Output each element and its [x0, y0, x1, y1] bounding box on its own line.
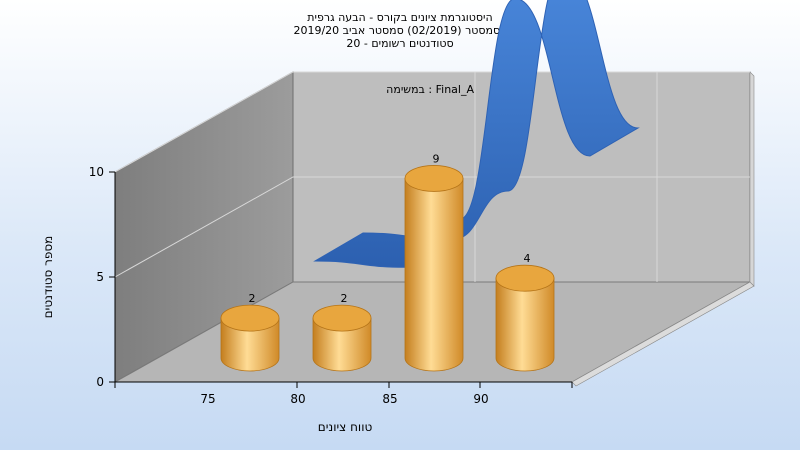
chart-title-line-2: בסמסטר (02/2019) סמסטר אביב 2019/20 — [293, 24, 506, 37]
bar-body — [495, 277, 555, 372]
x-tick-label: 80 — [290, 392, 305, 406]
bar: 9 — [404, 152, 464, 372]
bar: 2 — [220, 292, 280, 372]
y-axis-title: מספר סטודנטים — [41, 236, 55, 319]
bar-body — [404, 178, 464, 372]
x-tick-label: 90 — [473, 392, 488, 406]
x-tick-label: 85 — [382, 392, 397, 406]
x-axis: 75 80 85 90 — [114, 381, 573, 406]
bar-cap — [220, 304, 280, 332]
bar-cap — [312, 304, 372, 332]
grid-line-h — [114, 176, 750, 278]
bar-value-label: 2 — [249, 292, 256, 305]
bars: 2 2 9 4 — [220, 152, 555, 372]
chart-title-line-3: סטודנטים רשומים - 20 — [346, 37, 453, 50]
bar-cap — [404, 165, 464, 192]
bar-value-label: 2 — [341, 292, 348, 305]
chart-title-line-1: היסטוגרמת ציונים בקורס - הבעה גרפית — [307, 11, 492, 24]
bar: 2 — [312, 292, 372, 372]
back-wall-edge — [749, 71, 755, 287]
bar: 4 — [495, 252, 555, 372]
bar-value-label: 9 — [433, 152, 440, 165]
bar-body — [220, 317, 280, 372]
x-axis-title: טווח ציונים — [318, 420, 373, 434]
y-axis: 0 5 10 — [89, 165, 116, 389]
y-tick-label: 0 — [96, 375, 104, 389]
series-label: במשימה : Final_A — [386, 83, 474, 96]
y-tick-label: 5 — [96, 270, 104, 284]
x-tick-label: 75 — [200, 392, 215, 406]
bar-value-label: 4 — [524, 252, 531, 265]
bar-cap — [495, 264, 555, 292]
bar-body — [312, 317, 372, 372]
y-tick-label: 10 — [89, 165, 104, 179]
